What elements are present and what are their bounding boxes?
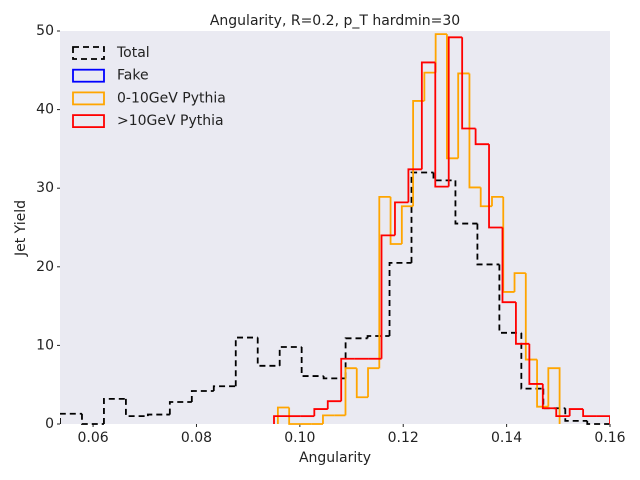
histogram-step bbox=[476, 223, 500, 266]
histogram-step bbox=[313, 408, 328, 417]
histogram-step bbox=[276, 406, 290, 424]
histogram-step bbox=[103, 397, 126, 424]
histogram-step bbox=[278, 346, 302, 366]
histogram-step bbox=[520, 332, 544, 390]
histogram-step bbox=[596, 415, 610, 424]
legend-swatch bbox=[72, 68, 105, 83]
histogram-step bbox=[378, 195, 391, 369]
legend-swatch bbox=[72, 91, 105, 106]
histogram-step bbox=[212, 385, 236, 391]
histogram-step bbox=[407, 168, 422, 203]
histogram-step bbox=[273, 415, 288, 424]
histogram-step bbox=[513, 272, 526, 292]
histogram-step bbox=[344, 337, 368, 379]
histogram-step bbox=[564, 408, 588, 422]
legend-swatch bbox=[72, 114, 105, 128]
histogram-step bbox=[300, 346, 324, 377]
histogram-step bbox=[547, 367, 561, 424]
histogram-step bbox=[434, 62, 449, 188]
histogram-step bbox=[400, 205, 414, 245]
legend-label: 0-10GeV Pythia bbox=[117, 90, 226, 106]
plot-area bbox=[60, 31, 610, 424]
histogram-step bbox=[423, 71, 436, 101]
histogram-step bbox=[60, 412, 82, 424]
histogram-step bbox=[256, 337, 280, 367]
histogram-step bbox=[380, 234, 395, 359]
y-tick-label: 10 bbox=[36, 337, 54, 353]
x-tick-label: 0.14 bbox=[491, 430, 522, 446]
histogram-step bbox=[528, 343, 543, 385]
histogram-step bbox=[434, 33, 447, 73]
histogram-step bbox=[468, 73, 481, 189]
histogram-step bbox=[234, 336, 258, 387]
histogram-step bbox=[491, 195, 504, 207]
histogram-step bbox=[474, 128, 490, 146]
histogram-step bbox=[146, 413, 170, 417]
histogram-step bbox=[461, 37, 476, 130]
y-axis-label: Jet Yield bbox=[13, 200, 29, 257]
histogram-step bbox=[394, 201, 409, 236]
histogram-step bbox=[81, 413, 104, 425]
histogram-step bbox=[501, 227, 516, 304]
histogram-step bbox=[388, 261, 412, 336]
chart-title: Angularity, R=0.2, p_T hardmin=30 bbox=[210, 13, 460, 29]
x-axis-label: Angularity bbox=[299, 450, 371, 466]
y-tick-label: 40 bbox=[36, 102, 54, 118]
histogram-step bbox=[536, 359, 549, 408]
histogram-step bbox=[344, 367, 357, 416]
histogram-step bbox=[410, 171, 434, 263]
histogram-step bbox=[190, 390, 214, 402]
histogram-step bbox=[515, 302, 530, 345]
histogram-step bbox=[288, 407, 301, 425]
histogram-step bbox=[322, 414, 335, 424]
y-tick-label: 20 bbox=[36, 259, 54, 275]
histogram-step bbox=[420, 61, 436, 170]
histogram-step bbox=[389, 196, 402, 245]
histogram-step bbox=[125, 398, 148, 418]
histogram-step bbox=[542, 388, 566, 410]
histogram-step bbox=[412, 100, 425, 207]
x-tick-label: 0.16 bbox=[594, 430, 625, 446]
y-tick-label: 50 bbox=[36, 23, 54, 39]
histogram-step bbox=[326, 400, 342, 410]
histogram-step bbox=[541, 383, 557, 410]
histogram-step bbox=[340, 357, 355, 402]
y-tick-label: 30 bbox=[36, 180, 54, 196]
x-tick-label: 0.08 bbox=[181, 430, 212, 446]
legend-label: >10GeV Pythia bbox=[117, 113, 224, 129]
histogram-step bbox=[568, 408, 584, 417]
histogram-step bbox=[498, 264, 522, 334]
x-tick-label: 0.06 bbox=[77, 430, 108, 446]
histogram-step bbox=[355, 368, 369, 399]
legend-label: Fake bbox=[117, 68, 149, 84]
histogram-step bbox=[322, 376, 346, 380]
histogram-step bbox=[168, 401, 192, 415]
histogram-step bbox=[457, 72, 470, 159]
histogram-step bbox=[454, 180, 478, 225]
histogram-step bbox=[367, 367, 380, 398]
histogram-step bbox=[555, 408, 570, 418]
x-tick-label: 0.10 bbox=[284, 430, 315, 446]
legend-swatch bbox=[72, 46, 105, 60]
histogram-step bbox=[586, 420, 610, 425]
histogram-step bbox=[582, 409, 597, 418]
legend-label: Total bbox=[116, 45, 150, 61]
histogram-step bbox=[366, 335, 390, 339]
y-tick-label: 0 bbox=[45, 416, 54, 432]
histogram-step bbox=[488, 144, 503, 229]
x-tick-label: 0.12 bbox=[388, 430, 419, 446]
histogram-step bbox=[447, 36, 463, 187]
histogram-step bbox=[524, 273, 538, 361]
histogram-step bbox=[446, 34, 459, 160]
